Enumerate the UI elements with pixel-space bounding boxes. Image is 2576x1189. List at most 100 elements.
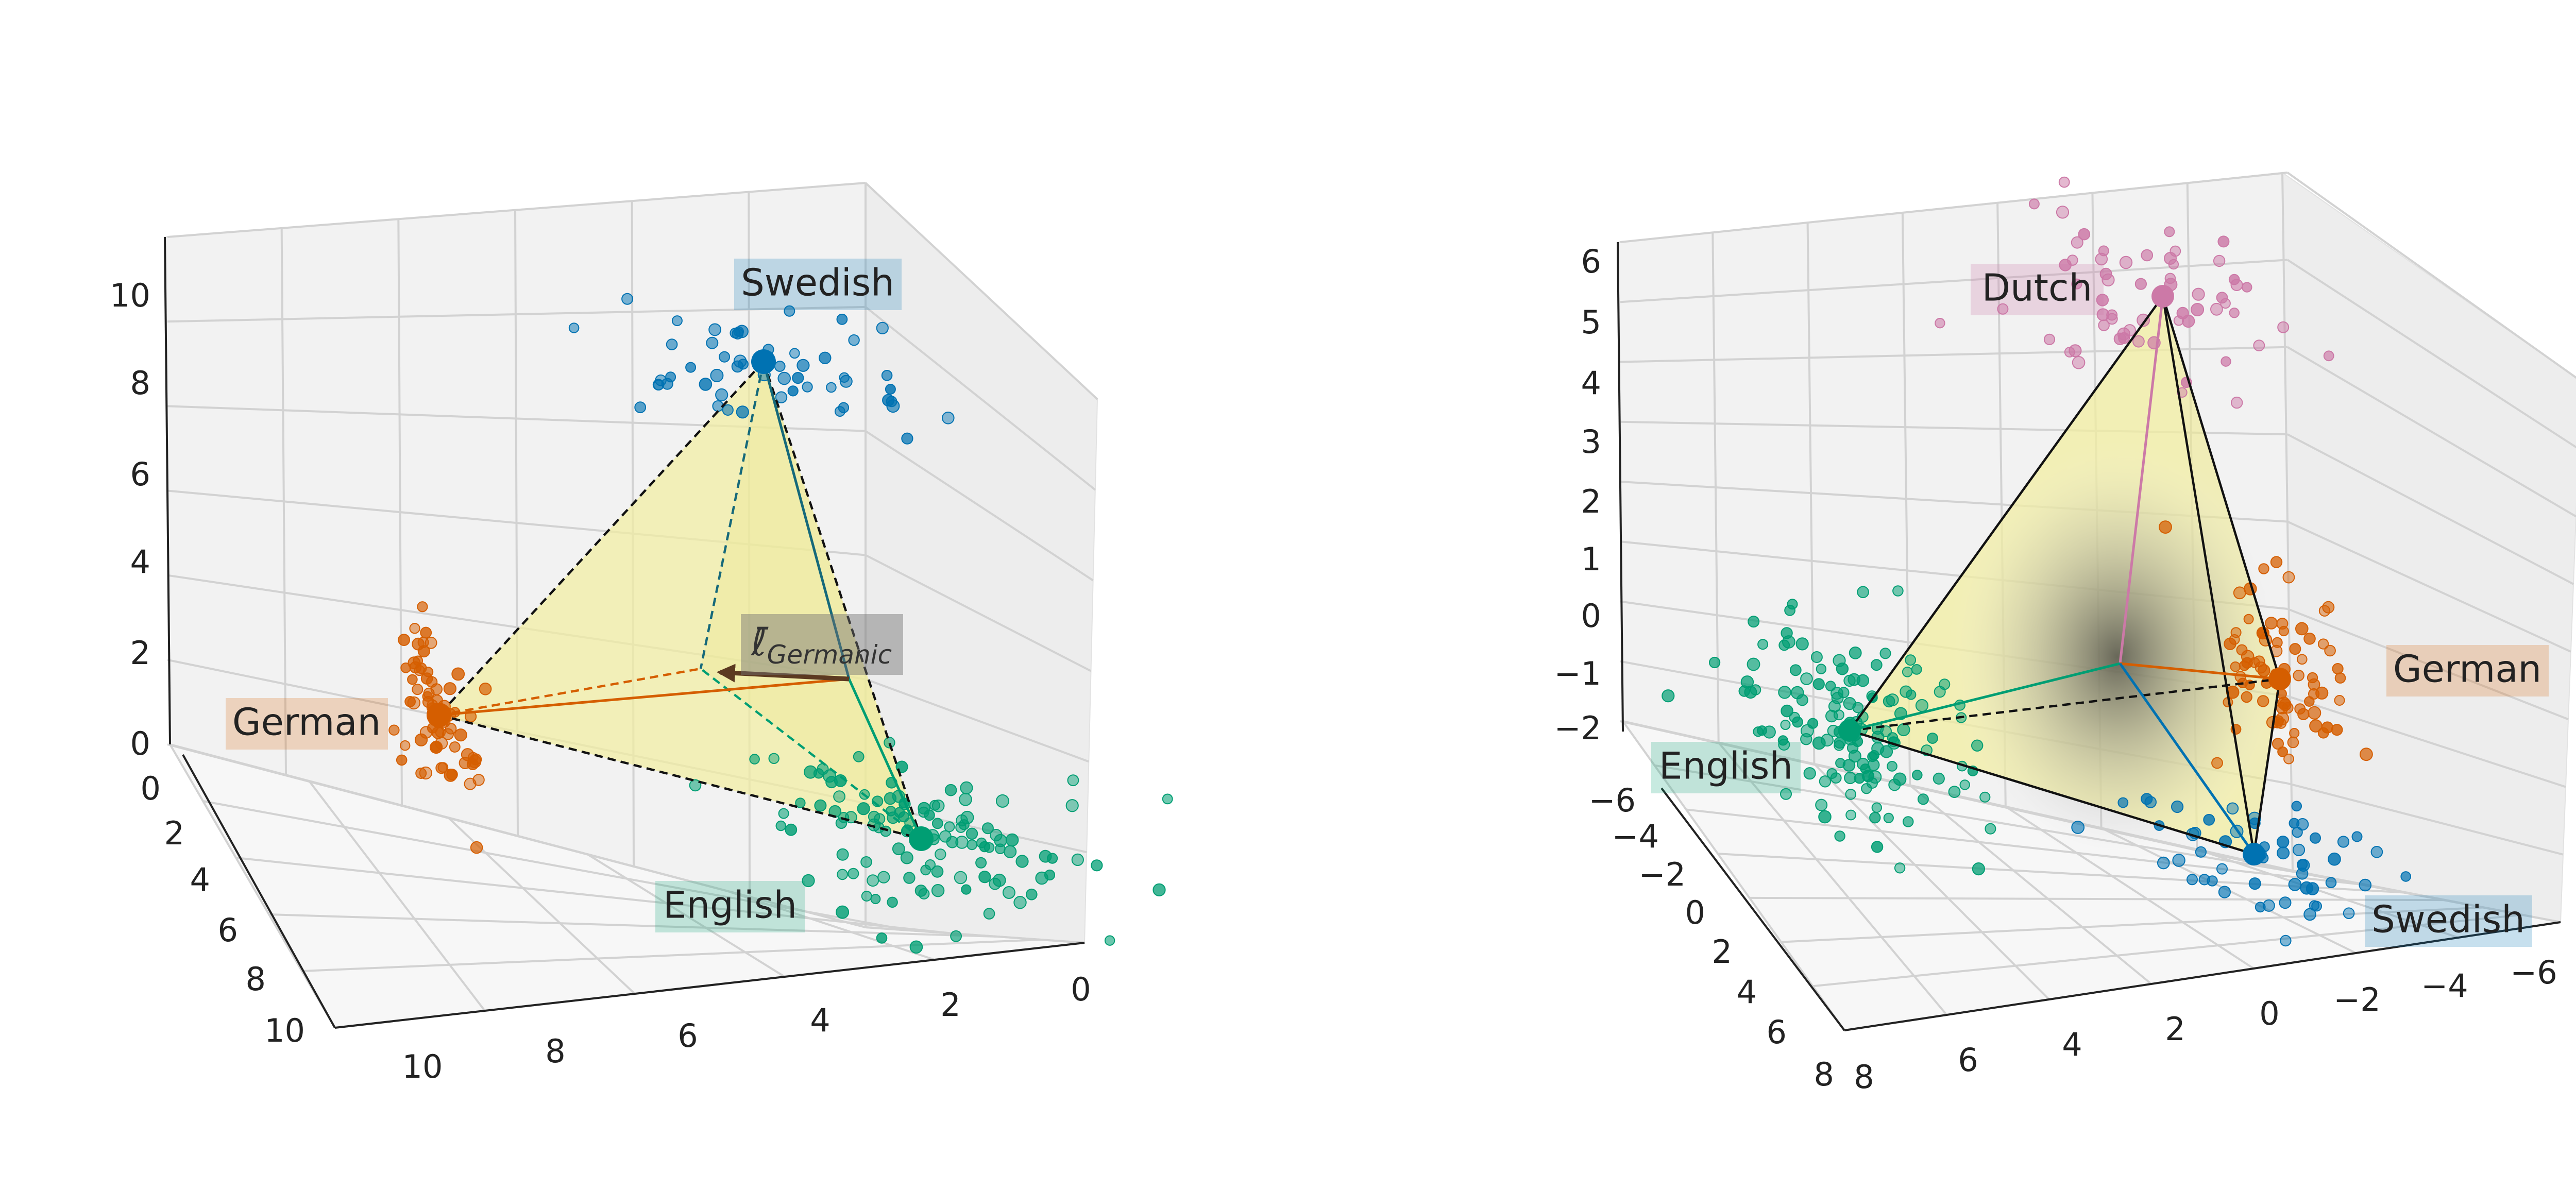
scatter-point-german [2249, 657, 2260, 668]
scatter-point-english [836, 848, 849, 861]
right-label-dutch: Dutch [1971, 264, 2104, 315]
scatter-point-english [1905, 654, 1917, 666]
scatter-point-swedish [2310, 832, 2321, 844]
scatter-point-swedish [685, 362, 697, 373]
scatter-point-swedish [736, 405, 749, 419]
scatter-point-english [892, 842, 905, 856]
scatter-point-german [437, 762, 449, 773]
gridline [167, 305, 866, 323]
scatter-point-english [1849, 647, 1862, 659]
scatter-point-swedish [2277, 846, 2290, 860]
scatter-point-english [1013, 896, 1027, 909]
scatter-point-english [909, 940, 923, 954]
scatter-point-english [1835, 758, 1846, 769]
scatter-point-english [1812, 736, 1826, 750]
left-y-tick: 4 [190, 861, 210, 898]
scatter-point-dutch [2058, 176, 2070, 188]
scatter-point-german [420, 626, 432, 639]
scatter-point-swedish [666, 338, 678, 350]
scatter-point-swedish [792, 372, 804, 384]
gridline [865, 926, 1085, 944]
scatter-point-english [1796, 694, 1808, 706]
right-z-tick: 1 [1581, 540, 1601, 578]
scatter-point-german [2241, 691, 2252, 703]
scatter-point-german [470, 841, 483, 854]
scatter-point-german [443, 682, 457, 695]
scatter-point-english [995, 794, 1009, 808]
scatter-point-dutch [2071, 278, 2082, 290]
scatter-point-swedish [819, 351, 832, 364]
scatter-point-swedish [652, 379, 665, 391]
scatter-point-german [2332, 663, 2344, 675]
left-label-german: German [226, 698, 388, 750]
scatter-point-swedish [708, 323, 721, 336]
right-y-tick: −4 [1612, 818, 1659, 855]
scatter-point-english [1067, 774, 1079, 787]
right-spoke-german [2120, 662, 2280, 681]
scatter-point-english [931, 865, 944, 878]
gridline [865, 182, 1098, 400]
scatter-point-swedish [665, 371, 676, 383]
scatter-point-dutch [2119, 256, 2133, 269]
mean-vector-subscript: Germanic [767, 640, 892, 670]
left-y-tick: 8 [246, 960, 266, 998]
scatter-point-dutch [2043, 333, 2056, 346]
gridline [586, 853, 786, 978]
right-y-tick: 6 [1767, 1013, 1787, 1051]
scatter-point-english [1852, 702, 1864, 714]
scatter-point-german [2270, 556, 2283, 568]
scatter-point-english [1870, 659, 1883, 671]
left-spoke-german [438, 667, 701, 717]
scatter-point-english [1750, 684, 1761, 695]
gridline [1781, 906, 2484, 943]
scatter-point-swedish [796, 359, 810, 372]
scatter-point-english [1871, 841, 1884, 853]
left-x-tick: 4 [810, 1001, 830, 1039]
right-label-english: English [1651, 742, 1801, 793]
scatter-point-swedish [787, 385, 799, 397]
scatter-point-dutch [2253, 339, 2265, 351]
scatter-point-dutch [2176, 307, 2189, 320]
right-edge-english-german [1849, 677, 2280, 732]
right-x-axis-line [1844, 921, 2561, 1031]
scatter-point-swedish [621, 293, 634, 305]
scatter-point-english [887, 896, 898, 908]
scatter-point-dutch [2123, 324, 2136, 337]
right-edge-dutch-german [2161, 296, 2281, 680]
scatter-point-english [900, 851, 913, 864]
scatter-point-english [1911, 664, 1922, 675]
left-z-axis-line [164, 236, 171, 745]
scatter-point-english [1153, 883, 1166, 897]
scatter-point-swedish [2280, 935, 2292, 947]
left-z-tick: 6 [130, 455, 150, 493]
right-vertex-dutch [2151, 285, 2174, 308]
scatter-point-english [1869, 812, 1881, 824]
scatter-point-swedish [2370, 846, 2383, 858]
left-edge-swedish-english [762, 361, 923, 839]
scatter-point-dutch [2132, 335, 2145, 348]
scatter-point-swedish [634, 401, 647, 414]
scatter-point-english [860, 856, 872, 868]
scatter-point-german [449, 741, 461, 753]
scatter-point-swedish [2279, 896, 2292, 909]
scatter-point-english [918, 888, 930, 899]
scatter-point-german [479, 683, 492, 695]
scatter-point-swedish [901, 432, 913, 445]
scatter-point-english [1778, 686, 1791, 699]
scatter-point-english [1915, 699, 1929, 712]
mean-vector-symbol: ℓ̄ [750, 620, 769, 665]
scatter-point-english [1939, 678, 1951, 690]
scatter-point-english [1886, 693, 1899, 706]
right-x-tick-labels: 8 6 4 2 0 −2 −4 −6 [1854, 954, 2557, 1096]
scatter-point-english [954, 871, 968, 885]
scatter-point-swedish [826, 382, 837, 393]
scatter-point-english [1828, 700, 1841, 713]
gridline [2287, 782, 2564, 856]
scatter-point-german [2331, 724, 2343, 736]
scatter-point-dutch [2117, 327, 2130, 341]
gridline [1718, 742, 1948, 1016]
scatter-point-english [961, 884, 972, 895]
scatter-point-english [950, 930, 962, 942]
scatter-point-swedish [737, 359, 749, 370]
right-y-axis-line [1660, 787, 1845, 1031]
